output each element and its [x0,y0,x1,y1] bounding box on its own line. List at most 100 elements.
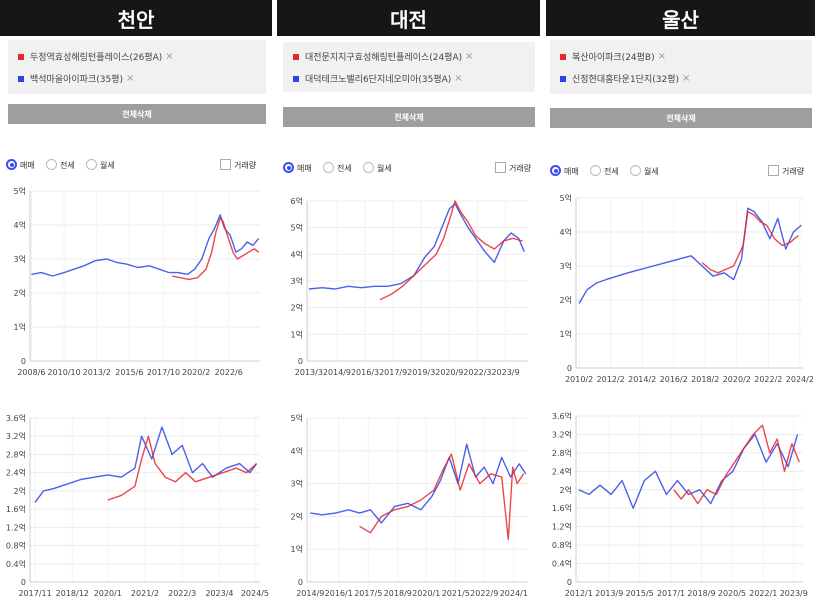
x-tick-label: 2013/3 [295,368,323,377]
wolse-radio[interactable] [86,159,97,170]
y-tick-label: 1.2억 [6,522,26,532]
x-tick-label: 2022/3 [168,589,196,598]
y-tick-label: 2.8억 [6,449,26,459]
series-line-blue [308,202,525,290]
sale-radio[interactable] [6,159,17,170]
volume-label: 거래량 [234,161,257,170]
clear-all-button[interactable]: 전체삭제 [283,107,535,127]
legend-swatch-blue [293,75,299,82]
remove-icon[interactable]: × [682,73,691,84]
x-tick-label: 2023/9 [491,368,519,377]
series-line-red [673,424,800,505]
city-title: 대전 [277,0,540,36]
y-tick-label: 0.4억 [552,559,572,569]
chart-cheonan-bottom: 0 0.4억 0.8억 1.2억 1.6억 2억 2.4억 2.8억 3.2억 3.6억 2017/… [6,413,269,598]
y-tick-label: 1.6억 [552,503,572,513]
x-tick-label: 2017/11 [18,589,51,598]
x-tick-label: 2024/1 [500,589,528,598]
sale-radio[interactable] [283,162,294,173]
wolse-label: 월세 [644,167,659,176]
series-line-red [701,210,799,274]
x-tick-label: 2017/5 [354,589,382,598]
series-line-blue [31,214,260,277]
y-tick-label: 3억 [560,261,572,271]
remove-icon[interactable]: × [465,51,474,62]
x-tick-label: 2018/12 [56,589,89,598]
city-title: 천안 [0,0,272,36]
trade-type-options: 매매 전세 월세 거래량 [283,160,535,176]
wolse-label: 월세 [377,164,392,173]
x-tick-label: 2020/9 [435,368,463,377]
jeonse-radio[interactable] [590,165,601,176]
remove-icon[interactable]: × [165,51,174,62]
legend-swatch-blue [18,75,24,82]
city-title: 울산 [546,0,815,36]
jeonse-label: 전세 [604,167,619,176]
volume-checkbox[interactable] [220,159,231,170]
clear-all-button[interactable]: 전체삭제 [8,104,266,124]
x-tick-label: 2023/9 [780,589,808,598]
chart-ulsan-bottom: 0 0.4억 0.8억 1.2억 1.6억 2억 2.4억 2.8억 3.2억 3.6억 2012/… [552,411,808,598]
remove-icon[interactable]: × [454,73,463,84]
x-tick-label: 2016/2 [660,375,688,384]
series-line-blue [310,443,527,524]
clear-all-button[interactable]: 전체삭제 [550,108,812,128]
sale-label: 매매 [297,164,312,173]
y-tick-label: 2억 [560,485,572,495]
y-tick-label: 0.8억 [6,541,26,551]
y-tick-label: 2.4억 [6,468,26,478]
jeonse-label: 전세 [60,161,75,170]
y-tick-label: 6억 [291,196,303,206]
wolse-radio[interactable] [630,165,641,176]
wolse-radio[interactable] [363,162,374,173]
x-tick-label: 2014/9 [323,368,351,377]
x-tick-label: 2013/9 [595,589,623,598]
y-tick-label: 2억 [291,303,303,313]
y-tick-label: 2.8억 [552,448,572,458]
chart-ulsan-top: 0 1억 2억 3억 4억 5억 2010/2 2012/2 2014/2 2016/2 2018/… [560,193,814,384]
y-tick-label: 5억 [560,193,572,203]
x-tick-label: 2020/2 [182,368,210,377]
y-tick-label: 3.6억 [6,413,26,423]
y-tick-label: 3.2억 [6,431,26,441]
volume-label: 거래량 [782,167,805,176]
legend-label: 대덕테크노밸리6단지네오미아(35평A) [305,75,452,85]
y-tick-label: 3억 [14,254,26,264]
y-tick-label: 4억 [291,446,303,456]
y-tick-label: 2억 [560,295,572,305]
x-tick-label: 2017/1 [657,589,685,598]
x-tick-label: 2022/1 [749,589,777,598]
legend-label: 신정현대홈타운1단지(32평) [572,75,680,85]
x-tick-label: 2021/2 [131,589,159,598]
remove-icon[interactable]: × [657,51,666,62]
legend-swatch-red [18,53,24,60]
y-tick-label: 2.4억 [552,466,572,476]
y-tick-label: 3.6억 [552,411,572,421]
x-tick-label: 2020/1 [412,589,440,598]
series-line-red [379,200,523,301]
sale-radio[interactable] [550,165,561,176]
series-line-blue [34,426,258,503]
y-tick-label: 5억 [14,186,26,196]
x-tick-label: 2010/2 [565,375,593,384]
panel-daejeon: 대전 대전문지지구효성해링턴플레이스(24평A) × 대덕테크노밸리6단지네오미… [277,0,540,604]
x-tick-label: 2018/9 [687,589,715,598]
y-tick-label: 2억 [291,511,303,521]
legend-label: 대전문지지구효성해링턴플레이스(24평A) [305,53,463,63]
jeonse-radio[interactable] [46,159,57,170]
y-tick-label: 5억 [291,413,303,423]
y-tick-label: 2억 [14,288,26,298]
remove-icon[interactable]: × [126,73,135,84]
x-tick-label: 2024/2 [786,375,814,384]
x-tick-label: 2015/5 [626,589,654,598]
volume-checkbox[interactable] [495,162,506,173]
y-tick-label: 1.2억 [552,522,572,532]
wolse-label: 월세 [100,161,115,170]
trade-type-options: 매매 전세 월세 거래량 [550,163,812,179]
y-tick-label: 4억 [291,249,303,259]
legend-label: 두정역효성해링턴플레이스(26평A) [30,53,163,63]
volume-checkbox[interactable] [768,165,779,176]
jeonse-label: 전세 [337,164,352,173]
jeonse-radio[interactable] [323,162,334,173]
legend-box: 두정역효성해링턴플레이스(26평A) × 백석마을아이파크(35평) × [8,40,266,94]
